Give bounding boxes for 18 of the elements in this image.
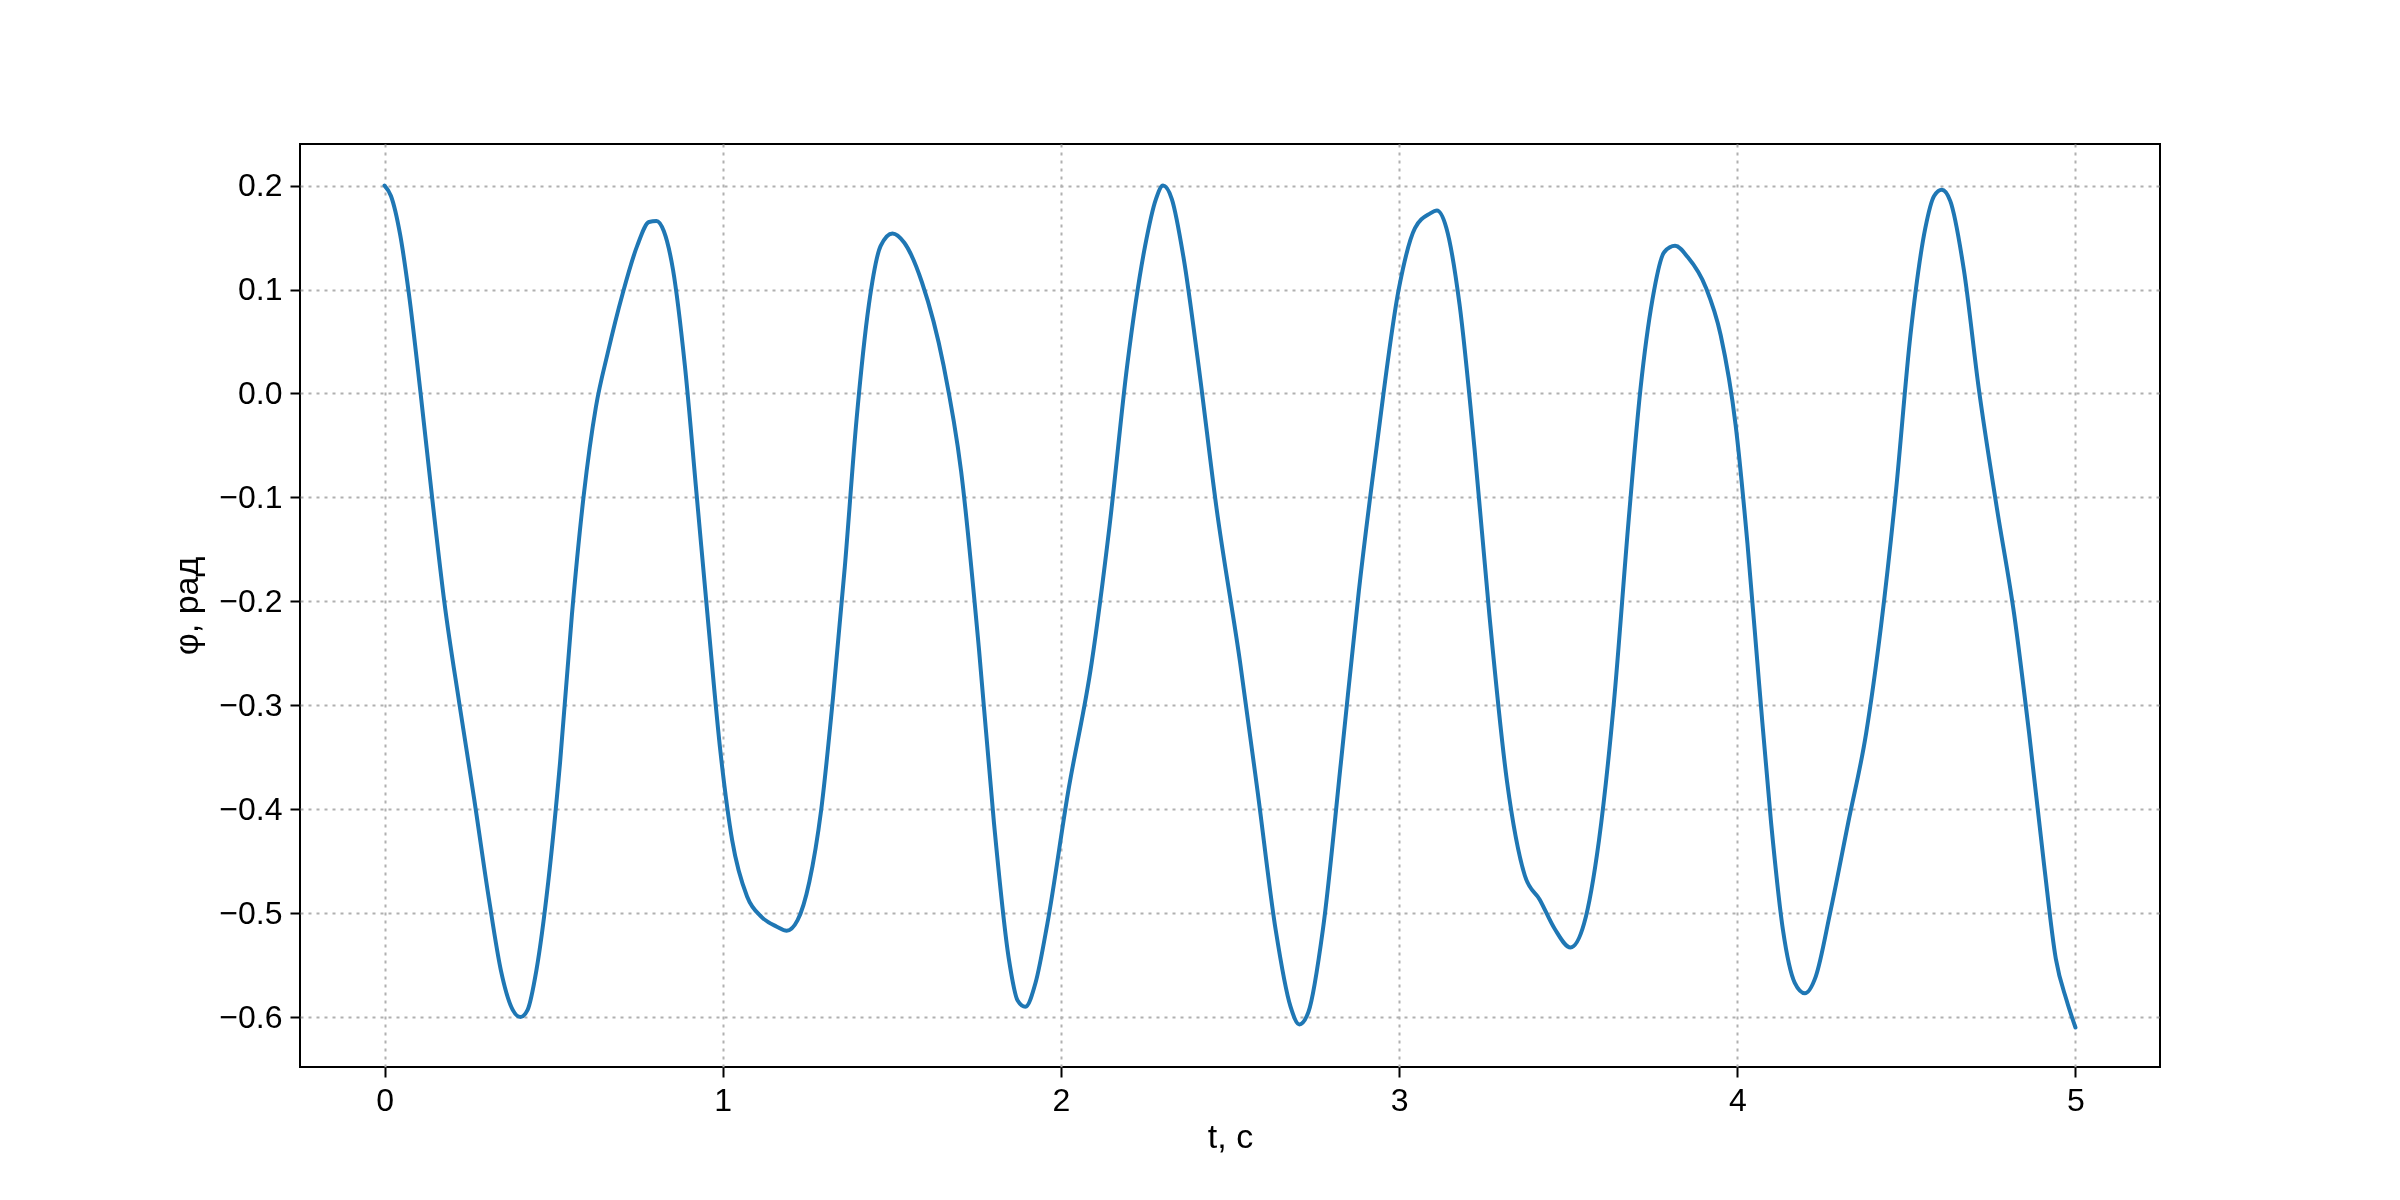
y-tick-label: −0.4 (219, 790, 283, 827)
x-tick-label: 1 (714, 1081, 733, 1118)
x-tick-label: 3 (1390, 1081, 1409, 1118)
x-axis-title: t, с (1207, 1116, 1254, 1155)
x-tick-label: 0 (376, 1081, 394, 1118)
y-tick-label: −0.5 (219, 894, 283, 931)
x-tick-label: 4 (1728, 1081, 1747, 1118)
line-series (382, 183, 2078, 1030)
y-tick-label: −0.3 (219, 686, 283, 723)
y-tick-label: 0.2 (238, 167, 283, 204)
y-axis-title: φ, рад (167, 556, 206, 656)
y-tick-label: 0.0 (238, 374, 283, 411)
y-tick-label: −0.6 (219, 998, 283, 1035)
x-tick-label: 2 (1052, 1081, 1071, 1118)
y-tick-label: 0.1 (238, 271, 283, 308)
y-tick-label: −0.2 (219, 582, 283, 619)
y-tick-label: −0.1 (219, 478, 283, 515)
x-tick-label: 5 (2067, 1081, 2085, 1118)
